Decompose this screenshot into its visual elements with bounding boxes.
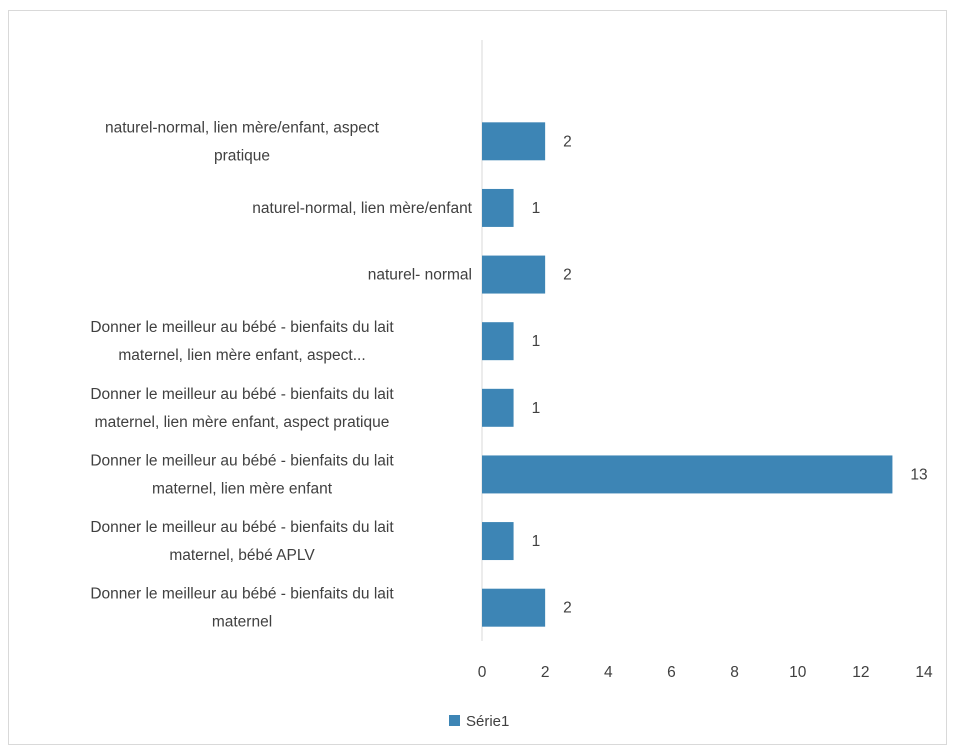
bar xyxy=(482,188,514,227)
x-tick-label: 12 xyxy=(852,664,869,681)
category-label: Donner le meilleur au bébé - bienfaits d… xyxy=(90,386,394,431)
bar xyxy=(482,455,893,494)
data-label: 2 xyxy=(563,133,572,150)
x-tick-label: 2 xyxy=(541,664,550,681)
x-tick-label: 6 xyxy=(667,664,676,681)
category-label: naturel-normal, lien mère/enfant, aspect… xyxy=(105,119,380,164)
x-tick-label: 8 xyxy=(730,664,739,681)
data-label: 1 xyxy=(532,333,541,350)
category-label: naturel- normal xyxy=(368,267,472,284)
data-label: 2 xyxy=(563,600,572,617)
bar xyxy=(482,522,514,561)
data-label: 1 xyxy=(532,400,541,417)
bar xyxy=(482,122,546,161)
data-label: 2 xyxy=(563,267,572,284)
x-tick-label: 0 xyxy=(478,664,487,681)
chart-area xyxy=(8,10,947,745)
category-label: Donner le meilleur au bébé - bienfaits d… xyxy=(90,586,394,631)
x-tick-label: 10 xyxy=(789,664,807,681)
bar xyxy=(482,255,546,294)
legend-label: Série1 xyxy=(466,713,509,730)
bar xyxy=(482,388,514,427)
category-label: Donner le meilleur au bébé - bienfaits d… xyxy=(90,319,394,364)
data-label: 1 xyxy=(532,533,541,550)
x-tick-label: 4 xyxy=(604,664,613,681)
bar xyxy=(482,322,514,361)
category-label: Donner le meilleur au bébé - bienfaits d… xyxy=(90,452,394,497)
bar xyxy=(482,588,546,627)
data-label: 1 xyxy=(532,200,541,217)
category-label: naturel-normal, lien mère/enfant xyxy=(252,200,472,217)
x-tick-label: 14 xyxy=(915,664,933,681)
category-label: Donner le meilleur au bébé - bienfaits d… xyxy=(90,519,394,564)
legend-swatch xyxy=(449,715,460,726)
data-label: 13 xyxy=(910,466,927,483)
